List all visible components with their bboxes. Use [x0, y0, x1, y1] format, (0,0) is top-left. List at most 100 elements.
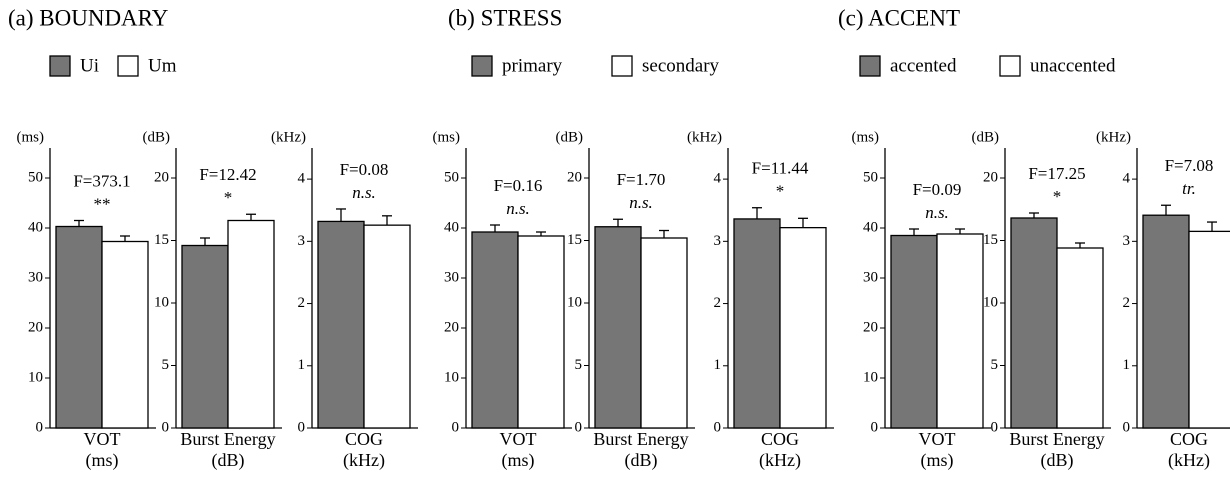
legend-swatch: [471, 55, 493, 77]
y-axis-label: (kHz): [271, 129, 306, 145]
y-tick-label: 4: [298, 171, 306, 187]
y-tick-label: 0: [162, 419, 170, 435]
x-axis-title: (ms): [921, 450, 954, 471]
bar: [640, 237, 688, 429]
significance-label: n.s.: [352, 183, 376, 202]
y-tick-label: 10: [863, 369, 878, 385]
legend-label: accented: [890, 55, 957, 76]
y-tick-label: 20: [863, 319, 878, 335]
y-tick-label: 0: [1123, 419, 1131, 435]
y-tick-label: 5: [991, 357, 999, 373]
y-axis-label: (dB): [972, 129, 1000, 145]
y-tick-label: 4: [714, 171, 722, 187]
y-tick-label: 0: [298, 419, 306, 435]
x-axis-title: (ms): [86, 450, 119, 471]
legend-label: Ui: [80, 55, 99, 76]
legend-swatch: [999, 55, 1021, 77]
x-axis-title: (ms): [502, 450, 535, 471]
y-axis-label: (dB): [556, 129, 584, 145]
x-axis-title: Burst Energy: [1009, 429, 1104, 449]
stat-label: F=7.08: [1165, 156, 1214, 175]
y-tick-label: 15: [154, 232, 169, 248]
y-tick-label: 10: [444, 369, 459, 385]
y-axis-label: (ms): [17, 129, 45, 145]
bar: [1056, 247, 1104, 429]
y-tick-label: 40: [28, 219, 43, 235]
y-tick-label: 50: [863, 169, 878, 185]
y-tick-label: 1: [714, 357, 722, 373]
y-tick-label: 0: [452, 419, 460, 435]
panel-title: (a) BOUNDARY: [8, 5, 169, 30]
legend-swatch: [859, 55, 881, 77]
y-tick-label: 0: [714, 419, 722, 435]
x-axis-title: COG: [345, 429, 383, 449]
stat-label: F=373.1: [73, 171, 130, 190]
y-tick-label: 5: [575, 357, 583, 373]
y-tick-label: 15: [983, 232, 998, 248]
x-axis-title: (dB): [212, 450, 245, 471]
y-tick-label: 50: [444, 169, 459, 185]
y-tick-label: 1: [298, 357, 306, 373]
stat-label: F=0.09: [913, 180, 962, 199]
bar: [733, 218, 781, 429]
y-axis-label: (ms): [433, 129, 461, 145]
bar: [890, 234, 938, 429]
bar: [1188, 230, 1230, 429]
y-tick-label: 5: [162, 357, 170, 373]
y-tick-label: 2: [1123, 295, 1131, 311]
significance-label: n.s.: [506, 199, 530, 218]
x-axis-title: (dB): [1041, 450, 1074, 471]
legend-swatch: [49, 55, 71, 77]
y-tick-label: 40: [863, 219, 878, 235]
x-axis-title: VOT: [84, 429, 121, 449]
y-tick-label: 0: [36, 419, 44, 435]
y-tick-label: 3: [298, 233, 306, 249]
stat-label: F=0.08: [340, 160, 389, 179]
y-tick-label: 20: [983, 169, 998, 185]
y-tick-label: 1: [1123, 357, 1131, 373]
bar: [101, 240, 149, 429]
y-tick-label: 3: [714, 233, 722, 249]
stat-label: F=1.70: [617, 170, 666, 189]
y-tick-label: 15: [567, 232, 582, 248]
x-axis-title: COG: [761, 429, 799, 449]
bar: [517, 235, 565, 429]
significance-label: n.s.: [925, 203, 949, 222]
bar: [363, 224, 411, 429]
x-axis-title: (dB): [625, 450, 658, 471]
bar: [1010, 217, 1058, 429]
legend-label: primary: [502, 55, 563, 76]
y-tick-label: 3: [1123, 233, 1131, 249]
stat-label: F=0.16: [494, 176, 543, 195]
legend-swatch: [611, 55, 633, 77]
stat-label: F=12.42: [199, 165, 256, 184]
bar: [594, 226, 642, 429]
bar: [227, 219, 275, 429]
y-tick-label: 20: [154, 169, 169, 185]
significance-label: tr.: [1182, 179, 1196, 198]
x-axis-title: Burst Energy: [593, 429, 688, 449]
y-tick-label: 0: [991, 419, 999, 435]
y-axis-label: (kHz): [687, 129, 722, 145]
y-tick-label: 4: [1123, 171, 1131, 187]
y-tick-label: 30: [28, 269, 43, 285]
y-tick-label: 0: [871, 419, 879, 435]
x-axis-title: VOT: [500, 429, 537, 449]
y-tick-label: 30: [863, 269, 878, 285]
significance-label: *: [776, 182, 785, 201]
y-tick-label: 2: [298, 295, 306, 311]
significance-label: *: [1053, 187, 1062, 206]
bar: [181, 244, 229, 429]
bar: [1142, 214, 1190, 429]
y-tick-label: 50: [28, 169, 43, 185]
stat-label: F=11.44: [752, 159, 809, 178]
bar: [317, 220, 365, 429]
x-axis-title: COG: [1170, 429, 1208, 449]
y-axis-label: (kHz): [1096, 129, 1131, 145]
y-tick-label: 20: [567, 169, 582, 185]
panel-title: (c) ACCENT: [838, 5, 960, 30]
bar: [779, 226, 827, 429]
legend-swatch: [117, 55, 139, 77]
x-axis-title: (kHz): [1168, 450, 1210, 471]
